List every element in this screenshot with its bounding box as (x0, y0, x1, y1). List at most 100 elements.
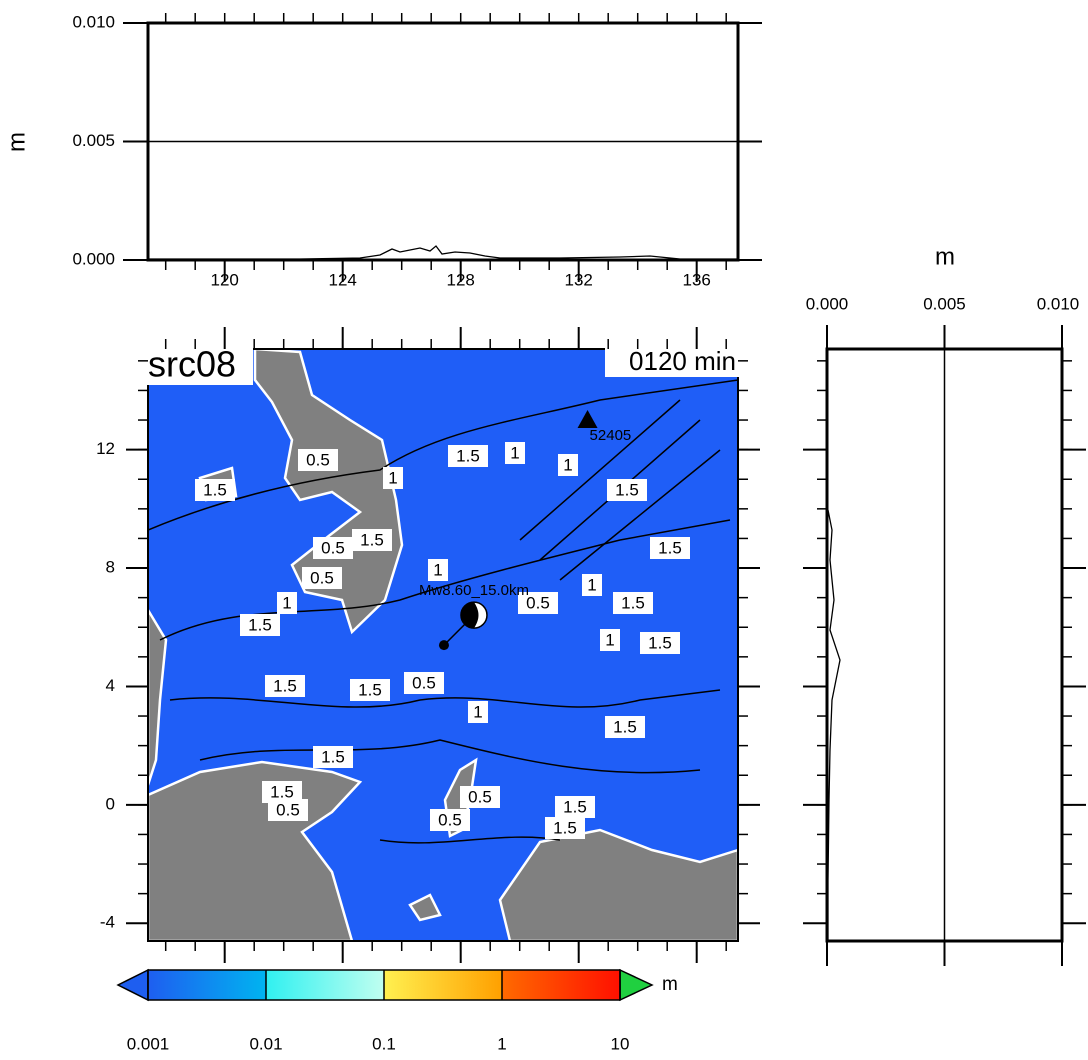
contour-label: 1.5 (360, 530, 384, 549)
colorbar-tick-label: 0.1 (372, 1034, 396, 1053)
map-frame (147, 348, 739, 942)
colorbar-segment (384, 970, 502, 1000)
colorbar-segment (148, 970, 266, 1000)
contour-label-box (600, 629, 620, 651)
x-tick-label: 120 (211, 270, 239, 289)
title-box (145, 347, 253, 385)
contour-label: 1 (563, 455, 572, 474)
contour-label: 1.5 (553, 818, 577, 837)
y-tick-label: 0.005 (72, 131, 115, 150)
x-tick-label: 124 (329, 270, 357, 289)
contour-label-box (448, 445, 488, 467)
contour-label-box (352, 529, 392, 551)
contour-label: 1.5 (273, 676, 297, 695)
contour-label: 1.5 (456, 446, 480, 465)
contour-label-box (268, 799, 308, 821)
colorbar-tick-label: 1 (497, 1034, 506, 1053)
contour-label: 1.5 (248, 615, 272, 634)
profile-line (148, 245, 738, 260)
contour-label-box (607, 479, 647, 501)
contour-label-box (313, 746, 353, 768)
x-tick-label: 0.000 (806, 294, 849, 313)
contour-label-box (605, 716, 645, 738)
station-label: 52405 (590, 427, 632, 444)
contour-label-box (613, 592, 653, 614)
profile-line (827, 509, 841, 940)
x-tick-label: 0.005 (923, 294, 966, 313)
contour-label: 1.5 (621, 593, 645, 612)
time-label: 0120 min (629, 346, 736, 376)
contour-label-box (468, 701, 488, 723)
contour-label-box (640, 632, 680, 654)
contour-label-box (428, 559, 448, 581)
contour-label-box (518, 592, 558, 614)
contour-label-box (430, 809, 470, 831)
contour-label-box (350, 679, 390, 701)
contour-label: 1.5 (270, 782, 294, 801)
y-axis-label: m (3, 132, 30, 152)
x-tick-label: 128 (447, 270, 475, 289)
colorbar-tick-label: 0.001 (127, 1034, 170, 1053)
contour-label: 1 (473, 702, 482, 721)
contour-label-box (265, 675, 305, 697)
x-tick-label: 0.010 (1037, 294, 1080, 313)
station (577, 410, 598, 429)
time-box (605, 347, 740, 377)
beachball (460, 602, 479, 629)
y-tick-label: 0.010 (72, 12, 115, 31)
contour-label-box (650, 537, 690, 559)
colorbar-tick-label: 10 (611, 1034, 630, 1053)
map-title: src08 (148, 344, 236, 385)
contour-label-box (582, 574, 602, 596)
epicenter-dot (438, 640, 449, 651)
contour-label: 1.5 (658, 538, 682, 557)
map-area (148, 349, 738, 941)
contour-label: 1 (587, 575, 596, 594)
y-tick-label: 0.000 (72, 249, 115, 268)
contour-label: 1 (433, 560, 442, 579)
contour-label: 1.5 (648, 633, 672, 652)
contour-label: 1.5 (321, 747, 345, 766)
y-tick-label: 4 (106, 676, 115, 695)
contour-label-box (298, 449, 338, 471)
colorbar-over (619, 968, 654, 1002)
colorbar-segment (502, 970, 620, 1000)
contour-label-box (383, 467, 403, 489)
contour-label: 1.5 (613, 717, 637, 736)
contours (148, 379, 738, 844)
contour-label-box (240, 614, 280, 636)
contour-label-box (505, 442, 525, 464)
contour-label: 0.5 (412, 673, 436, 692)
epicenter-label: Mw8.60_15.0km (419, 582, 529, 599)
contour-label-box (558, 454, 578, 476)
contour-label: 0.5 (438, 810, 462, 829)
contour-label-box (302, 567, 342, 589)
x-tick-label: 132 (565, 270, 593, 289)
contour-label: 0.5 (310, 568, 334, 587)
contour-label: 1.5 (563, 797, 587, 816)
contour-label: 1 (388, 468, 397, 487)
contour-label-box (195, 479, 235, 501)
y-tick-label: 12 (96, 439, 115, 458)
contour-label: 1.5 (358, 680, 382, 699)
y-tick-label: -4 (100, 913, 115, 932)
contour-label: 0.5 (276, 800, 300, 819)
colorbar-unit: m (662, 974, 678, 995)
contour-label: 0.5 (526, 593, 550, 612)
contour-label: 1 (605, 630, 614, 649)
x-tick-label: 136 (683, 270, 711, 289)
contour-label-box (313, 537, 353, 559)
contour-label: 1 (510, 443, 519, 462)
x-axis-label: m (935, 243, 955, 270)
y-tick-label: 0 (106, 794, 115, 813)
contour-label-box (404, 672, 444, 694)
contour-label: 0.5 (321, 538, 345, 557)
contour-label: 1.5 (203, 480, 227, 499)
contour-label: 0.5 (468, 787, 492, 806)
contour-label: 1 (282, 593, 291, 612)
colorbar-segment (266, 970, 384, 1000)
contour-label-box (555, 796, 595, 818)
contour-label-box (277, 592, 297, 614)
contour-label-box (545, 817, 585, 839)
